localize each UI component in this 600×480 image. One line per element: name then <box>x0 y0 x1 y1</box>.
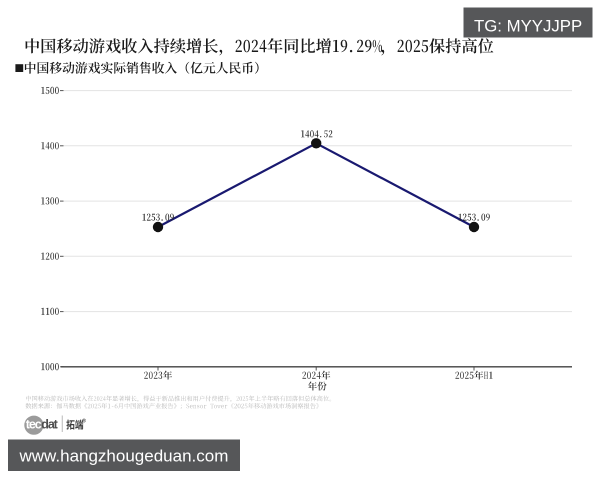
svg-text:tec: tec <box>26 418 42 432</box>
svg-text:dat: dat <box>41 418 58 432</box>
svg-text:TG: MYYJJPP: TG: MYYJJPP <box>474 16 582 35</box>
svg-text:www.hangzhougeduan.com: www.hangzhougeduan.com <box>19 447 229 466</box>
svg-text:®: ® <box>82 418 86 425</box>
